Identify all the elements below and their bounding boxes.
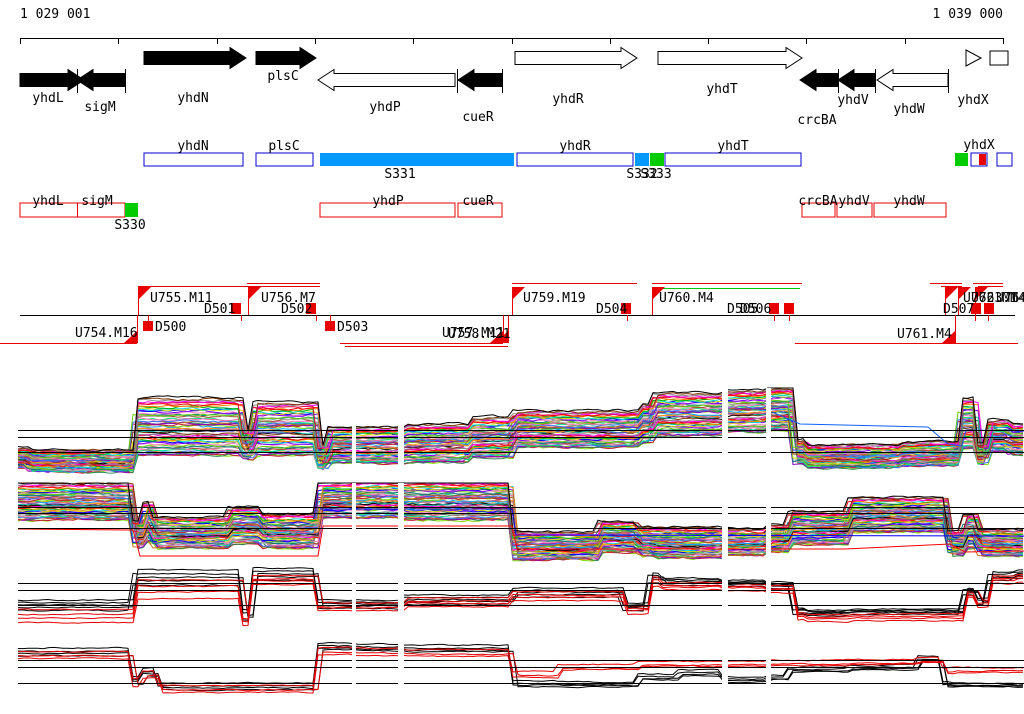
probe-flag-up — [652, 287, 665, 300]
signal-series — [17, 575, 1024, 620]
signal-series — [17, 653, 1024, 694]
segment-box-cueR-seg — [457, 202, 503, 218]
segment-box-right-frag-seg — [996, 152, 1013, 167]
missing-data-gap — [352, 638, 356, 706]
segment-box-S333 — [650, 153, 664, 166]
probe-flag-up — [958, 287, 971, 300]
gene-arrow-yhdR — [514, 46, 638, 70]
signal-series — [17, 423, 1024, 471]
missing-data-gap — [722, 566, 728, 630]
segment-box-yhdX-red-part — [979, 154, 986, 165]
missing-data-gap — [766, 388, 771, 478]
segment-box-yhdL-sigM-seg — [19, 202, 126, 218]
signal-series — [17, 485, 1024, 538]
signal-series — [17, 507, 1024, 556]
segment-box-S332 — [635, 153, 649, 166]
missing-data-gap — [766, 638, 771, 706]
signal-series — [17, 402, 1024, 461]
signal-series — [17, 510, 1024, 557]
signal-series — [17, 573, 1024, 616]
probe-flag-up — [248, 287, 261, 300]
signal-series — [17, 414, 1024, 467]
segment-box-green-right — [955, 153, 968, 166]
signal-series — [17, 396, 1024, 457]
probe-flag-down — [495, 331, 508, 343]
probe-square — [325, 321, 335, 331]
missing-data-gap — [352, 566, 356, 630]
signal-series — [17, 647, 1024, 690]
probe-flag-down — [942, 331, 955, 343]
signal-series — [17, 390, 1024, 455]
probe-square — [306, 303, 316, 314]
segment-box-yhdP-seg — [319, 202, 456, 218]
segment-box-crcBA-seg — [801, 202, 836, 218]
probe-flag-up — [138, 287, 151, 300]
probe-square — [769, 303, 779, 314]
gene-arrow-crcBA — [799, 68, 839, 92]
gene-arrow-sigM — [76, 68, 126, 92]
signal-series — [17, 394, 1024, 457]
signal-series — [17, 485, 1023, 540]
probe-flag-up — [975, 287, 988, 300]
signal-series — [17, 581, 1024, 627]
gene-arrow-yhdL — [19, 68, 85, 92]
signal-series — [17, 418, 1024, 469]
missing-data-gap — [722, 483, 728, 563]
missing-data-gap — [766, 566, 771, 630]
signal-series — [17, 482, 1024, 534]
segment-box-S330 — [125, 203, 138, 217]
signal-series — [18, 482, 1024, 535]
probe-square — [621, 303, 631, 314]
missing-data-gap — [398, 566, 404, 630]
signal-series — [17, 648, 1024, 692]
missing-data-gap — [722, 638, 728, 706]
gene-arrow-cueR — [457, 68, 503, 92]
missing-data-gap — [352, 388, 356, 478]
segment-box-S331 — [320, 153, 514, 166]
probe-flag-up — [945, 287, 958, 300]
gene-arrow-plsC — [255, 46, 317, 70]
missing-data-gap — [398, 483, 404, 563]
missing-data-gap — [352, 483, 356, 563]
segment-box-yhdR-seg — [516, 152, 634, 167]
signal-series — [17, 392, 1024, 456]
probe-square — [784, 303, 794, 314]
missing-data-gap — [398, 638, 404, 706]
probe-square — [143, 321, 153, 331]
gene-box-yhdX-frag — [989, 50, 1009, 66]
signal-series — [17, 414, 1024, 467]
gene-arrow-yhdV — [837, 68, 876, 92]
gene-arrow-yhdP — [317, 68, 456, 92]
gene-arrow-yhdN — [143, 46, 247, 70]
segment-box-yhdW-seg — [873, 202, 947, 218]
missing-data-gap — [398, 388, 404, 478]
probe-square — [231, 303, 241, 314]
signal-series — [17, 428, 1024, 474]
probe-square — [984, 303, 994, 314]
segment-box-yhdT-seg — [664, 152, 802, 167]
missing-data-gap — [722, 388, 728, 478]
signal-series — [17, 651, 1024, 692]
probe-flag-up — [512, 287, 525, 300]
signal-extra-series — [17, 525, 1024, 557]
signal-series — [17, 646, 1024, 687]
segment-box-plsC-seg — [255, 152, 314, 167]
signal-series — [17, 387, 1023, 452]
gene-arrowhead-yhdX — [965, 49, 983, 67]
signal-series — [17, 487, 1024, 541]
probe-flag-down — [124, 331, 137, 343]
gene-arrow-yhdT — [657, 46, 803, 70]
probe-square — [971, 303, 981, 314]
signal-series — [17, 577, 1024, 623]
gene-arrow-yhdW — [876, 68, 949, 92]
signal-series — [17, 566, 1024, 612]
signal-series — [17, 497, 1024, 549]
segment-box-yhdN-seg — [143, 152, 244, 167]
segment-box-yhdV-seg — [836, 202, 873, 218]
missing-data-gap — [766, 483, 771, 563]
